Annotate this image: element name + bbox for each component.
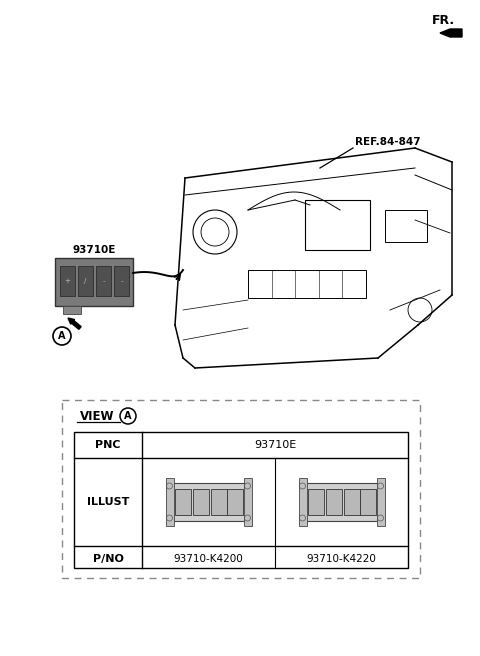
Text: P/NO: P/NO bbox=[93, 554, 123, 564]
Text: -: - bbox=[120, 278, 123, 284]
Bar bbox=[62, 400, 420, 578]
Text: A: A bbox=[124, 411, 132, 421]
Bar bbox=[192, 489, 208, 515]
Bar bbox=[74, 432, 408, 568]
Text: 93710-K4200: 93710-K4200 bbox=[174, 554, 243, 564]
Bar bbox=[305, 200, 370, 250]
FancyArrow shape bbox=[68, 318, 81, 329]
Bar bbox=[78, 266, 93, 296]
Text: /: / bbox=[84, 278, 87, 284]
Bar bbox=[376, 478, 384, 526]
Bar bbox=[248, 270, 366, 298]
Text: A: A bbox=[58, 331, 66, 341]
Bar bbox=[175, 489, 191, 515]
Bar bbox=[360, 489, 375, 515]
Bar bbox=[55, 258, 133, 306]
Text: FR.: FR. bbox=[432, 14, 455, 26]
Text: REF.84-847: REF.84-847 bbox=[355, 137, 420, 147]
Bar bbox=[243, 478, 252, 526]
Bar bbox=[308, 489, 324, 515]
Bar bbox=[169, 483, 248, 521]
Bar bbox=[211, 489, 227, 515]
Bar bbox=[344, 489, 360, 515]
Bar bbox=[96, 266, 111, 296]
Text: -: - bbox=[102, 278, 105, 284]
Text: 93710E: 93710E bbox=[72, 245, 116, 255]
Text: 93710-K4220: 93710-K4220 bbox=[307, 554, 376, 564]
Text: PNC: PNC bbox=[95, 440, 121, 450]
Bar bbox=[299, 478, 307, 526]
Text: ILLUST: ILLUST bbox=[87, 497, 129, 507]
Bar bbox=[385, 210, 427, 242]
Bar bbox=[302, 483, 381, 521]
Text: 93710E: 93710E bbox=[254, 440, 296, 450]
Bar bbox=[325, 489, 341, 515]
Bar bbox=[60, 266, 75, 296]
Text: +: + bbox=[65, 278, 71, 284]
Text: VIEW: VIEW bbox=[80, 409, 115, 422]
Bar bbox=[227, 489, 242, 515]
Bar bbox=[114, 266, 129, 296]
Bar bbox=[166, 478, 173, 526]
Bar bbox=[63, 306, 81, 314]
FancyArrow shape bbox=[440, 29, 462, 37]
